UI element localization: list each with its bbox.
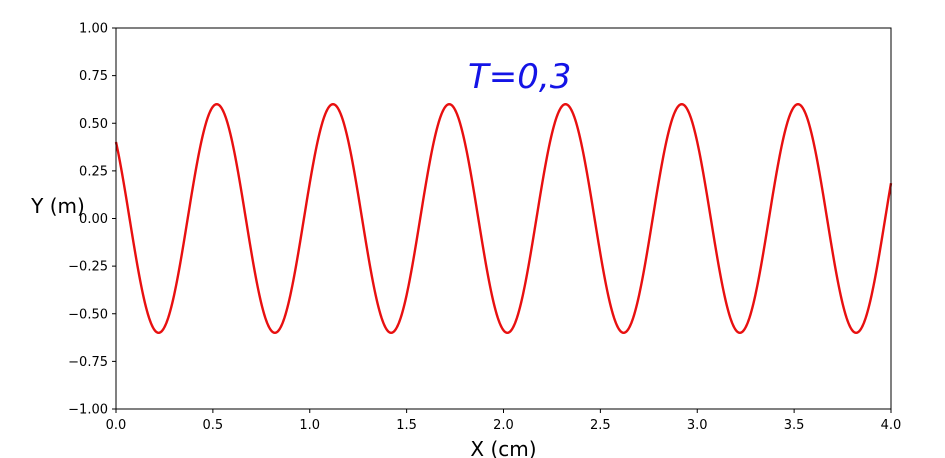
- y-tick-label: 0.50: [79, 117, 108, 132]
- x-tick-label: 0.5: [203, 418, 224, 433]
- y-tick-label: −0.75: [68, 355, 108, 370]
- x-axis-label: X (cm): [470, 437, 536, 458]
- x-tick-label: 2.5: [590, 418, 611, 433]
- handwritten-annotation: T=0,3: [468, 57, 571, 97]
- series-line: [114, 103, 893, 334]
- x-tick-label: 3.0: [687, 418, 708, 433]
- y-tick-label: −0.50: [68, 307, 108, 322]
- y-tick-label: 1.00: [79, 22, 108, 37]
- y-tick-label: −1.00: [68, 403, 108, 418]
- x-tick-label: 2.0: [493, 418, 514, 433]
- plot-frame: [115, 27, 892, 410]
- y-axis-label: Y (m): [30, 194, 85, 218]
- x-tick-label: 1.5: [396, 418, 417, 433]
- y-tick-label: −0.25: [68, 260, 108, 275]
- y-tick-label: 0.75: [79, 69, 108, 84]
- x-tick-label: 0.0: [106, 418, 127, 433]
- x-axis-ticks: 0.0 0.5 1.0 1.5 2.0 2.5 3.0 3.5 4.0: [106, 409, 902, 433]
- y-tick-label: 0.00: [79, 212, 108, 227]
- y-axis-ticks: 1.00 0.75 0.50 0.25 0.00 −0.25 −0.50 −0.75 −1.00: [68, 22, 116, 418]
- y-tick-label: 0.25: [79, 164, 108, 179]
- x-tick-label: 3.5: [784, 418, 805, 433]
- x-tick-label: 4.0: [881, 418, 902, 433]
- x-tick-label: 1.0: [299, 418, 320, 433]
